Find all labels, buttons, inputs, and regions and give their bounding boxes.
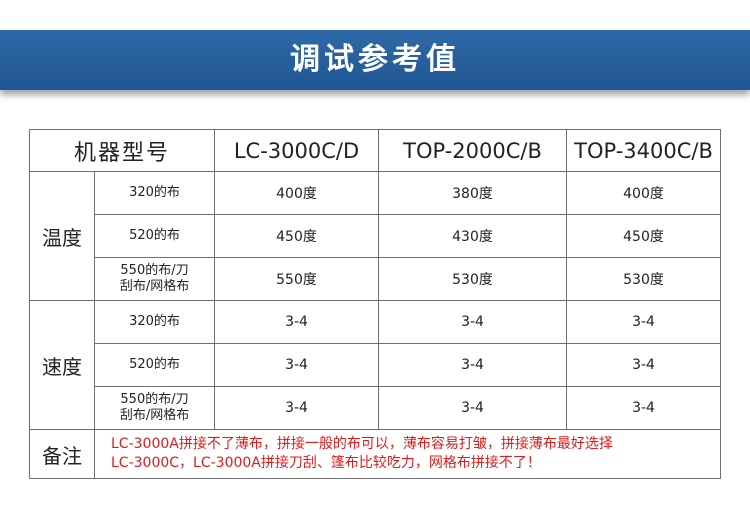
- fabric-label: 320的布: [93, 171, 216, 215]
- note-line: LC-3000C，LC-3000A拼接刀刮、篷布比较吃力，网格布拼接不了！: [111, 455, 541, 471]
- value-cell: 550度: [214, 257, 380, 301]
- fabric-label: 550的布/刀 刮布/网格布: [93, 257, 216, 301]
- column-header-model: 机器型号: [28, 129, 216, 172]
- fabric-label: 320的布: [93, 300, 216, 344]
- value-cell: 3-4: [566, 300, 722, 344]
- fabric-label: 550的布/刀 刮布/网格布: [93, 386, 216, 430]
- value-cell: 3-4: [378, 300, 568, 344]
- value-cell: 400度: [566, 171, 722, 215]
- note-label: 备注: [29, 429, 95, 479]
- column-header-model-2: TOP-2000C/B: [378, 129, 568, 172]
- fabric-label: 520的布: [93, 214, 216, 258]
- table-row: 550的布/刀 刮布/网格布 3-4 3-4 3-4: [30, 386, 722, 430]
- value-cell: 3-4: [214, 300, 380, 344]
- note-line: LC-3000A拼接不了薄布，拼接一般的布可以，薄布容易打皱，拼接薄布最好选择: [111, 436, 613, 452]
- value-cell: 380度: [378, 171, 568, 215]
- value-cell: 400度: [214, 171, 380, 215]
- table-row: 速度 320的布 3-4 3-4 3-4: [29, 300, 722, 430]
- table-row: 温度 320的布 400度 380度 400度: [29, 171, 722, 301]
- group-label-speed: 速度: [29, 300, 95, 430]
- value-cell: 3-4: [214, 386, 380, 430]
- note-row: 备注 LC-3000A拼接不了薄布，拼接一般的布可以，薄布容易打皱，拼接薄布最好…: [29, 429, 722, 479]
- fabric-label: 520的布: [93, 343, 216, 387]
- value-cell: 530度: [378, 257, 568, 301]
- page-title: 调试参考值: [290, 42, 460, 77]
- value-cell: 3-4: [378, 343, 568, 387]
- group-label-temperature: 温度: [29, 171, 95, 301]
- table-row: 520的布 3-4 3-4 3-4: [30, 343, 722, 387]
- column-header-model-1: LC-3000C/D: [214, 129, 380, 172]
- reference-table: 机器型号 LC-3000C/D TOP-2000C/B TOP-3400C/B …: [28, 129, 722, 479]
- value-cell: 450度: [214, 214, 380, 258]
- value-cell: 3-4: [566, 386, 722, 430]
- table-header-row: 机器型号 LC-3000C/D TOP-2000C/B TOP-3400C/B: [28, 129, 722, 172]
- value-cell: 430度: [378, 214, 568, 258]
- table-row: 520的布 450度 430度 450度: [30, 214, 722, 258]
- column-header-model-3: TOP-3400C/B: [566, 129, 722, 172]
- table-row: 550的布/刀 刮布/网格布 550度 530度 530度: [30, 257, 722, 301]
- value-cell: 3-4: [378, 386, 568, 430]
- title-banner: 调试参考值: [0, 30, 750, 90]
- value-cell: 3-4: [566, 343, 722, 387]
- value-cell: 3-4: [214, 343, 380, 387]
- value-cell: 450度: [566, 214, 722, 258]
- value-cell: 530度: [566, 257, 722, 301]
- note-text: LC-3000A拼接不了薄布，拼接一般的布可以，薄布容易打皱，拼接薄布最好选择 …: [93, 429, 722, 479]
